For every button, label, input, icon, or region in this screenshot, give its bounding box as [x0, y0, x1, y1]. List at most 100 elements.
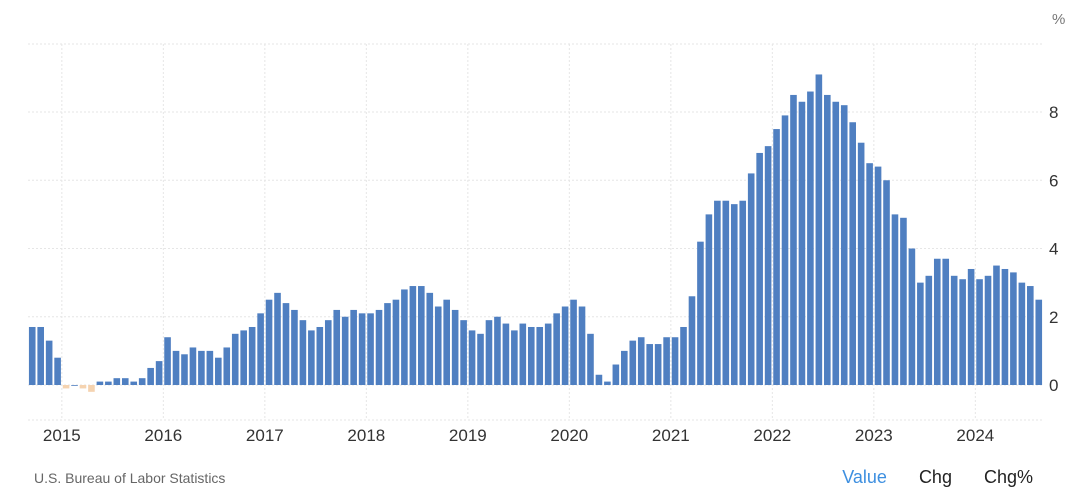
bar — [612, 364, 620, 385]
bar — [536, 326, 544, 385]
bar — [883, 180, 890, 385]
bar — [299, 320, 307, 385]
bar — [807, 91, 814, 385]
bar — [917, 282, 924, 386]
bar — [189, 347, 197, 385]
bar — [409, 286, 417, 385]
bar — [401, 289, 408, 385]
y-tick-label: 6 — [1049, 171, 1058, 190]
bar — [527, 326, 535, 385]
bar — [629, 340, 637, 385]
x-tick-label: 2019 — [449, 426, 487, 445]
bar — [37, 326, 44, 385]
x-tick-label: 2017 — [246, 426, 284, 445]
bar — [451, 309, 459, 385]
bar — [578, 306, 586, 385]
bar — [28, 326, 36, 385]
bar — [984, 275, 992, 385]
bar — [54, 357, 61, 385]
bar — [621, 350, 628, 386]
tab-chg[interactable]: Chg — [918, 467, 952, 487]
bar — [384, 303, 391, 385]
bar — [468, 330, 476, 385]
bar — [198, 350, 205, 386]
bar — [511, 330, 518, 385]
bar — [688, 296, 696, 385]
tab-chg-percent[interactable]: Chg% — [983, 467, 1033, 487]
bar — [392, 299, 400, 385]
y-tick-label: 0 — [1049, 376, 1058, 395]
bar — [316, 326, 324, 385]
bar — [181, 354, 188, 385]
bar — [519, 323, 527, 385]
bar — [240, 330, 247, 385]
bar — [739, 200, 747, 385]
bar — [933, 258, 941, 385]
bar — [333, 309, 341, 385]
bar — [866, 163, 873, 385]
bar — [747, 173, 755, 385]
bar — [274, 292, 281, 385]
tab-value[interactable]: Value — [842, 467, 887, 487]
bar — [824, 94, 831, 385]
bar — [874, 166, 882, 385]
bar — [840, 105, 848, 386]
bar — [908, 248, 916, 385]
bar — [341, 316, 349, 385]
bar — [71, 385, 78, 386]
bar — [942, 258, 950, 385]
bar — [502, 323, 510, 385]
bar — [553, 313, 560, 385]
x-tick-label: 2015 — [43, 426, 81, 445]
bar — [248, 326, 256, 385]
bar — [773, 129, 780, 385]
bar — [443, 299, 450, 385]
bar — [282, 303, 290, 385]
bar — [595, 374, 603, 385]
bar — [967, 268, 975, 385]
bar — [857, 142, 865, 385]
x-tick-label: 2018 — [347, 426, 385, 445]
bar — [705, 214, 713, 386]
bar — [45, 340, 53, 385]
x-tick-label: 2016 — [144, 426, 182, 445]
bar — [722, 200, 730, 385]
bar — [1001, 268, 1009, 385]
bar — [121, 378, 129, 385]
bar — [434, 306, 442, 385]
bar — [976, 279, 983, 385]
bar — [959, 279, 966, 385]
bar — [1027, 286, 1034, 385]
bar — [891, 214, 899, 386]
bar — [418, 286, 425, 385]
bar — [730, 204, 738, 385]
bar — [587, 333, 594, 385]
bar — [257, 313, 264, 385]
view-toggle: Value Chg Chg% — [842, 467, 1033, 488]
bar — [88, 385, 95, 392]
bar — [113, 378, 121, 385]
bar — [663, 337, 670, 385]
grid-lines — [28, 43, 1043, 421]
bar — [350, 309, 357, 385]
bar — [697, 241, 704, 385]
bar — [172, 350, 180, 386]
bar — [544, 323, 552, 385]
bar — [925, 275, 933, 385]
bar — [265, 299, 273, 385]
bar — [1018, 282, 1026, 386]
bar — [764, 146, 772, 386]
bar — [460, 320, 467, 385]
bar — [426, 292, 434, 385]
y-axis-unit: % — [1052, 11, 1065, 28]
bar — [231, 333, 239, 385]
bar — [714, 200, 721, 385]
x-tick-label: 2021 — [652, 426, 690, 445]
bar — [164, 337, 171, 385]
data-source: U.S. Bureau of Labor Statistics — [34, 470, 226, 486]
bar — [206, 350, 214, 386]
bar — [646, 344, 653, 385]
bar — [62, 385, 70, 389]
bar — [324, 320, 332, 385]
